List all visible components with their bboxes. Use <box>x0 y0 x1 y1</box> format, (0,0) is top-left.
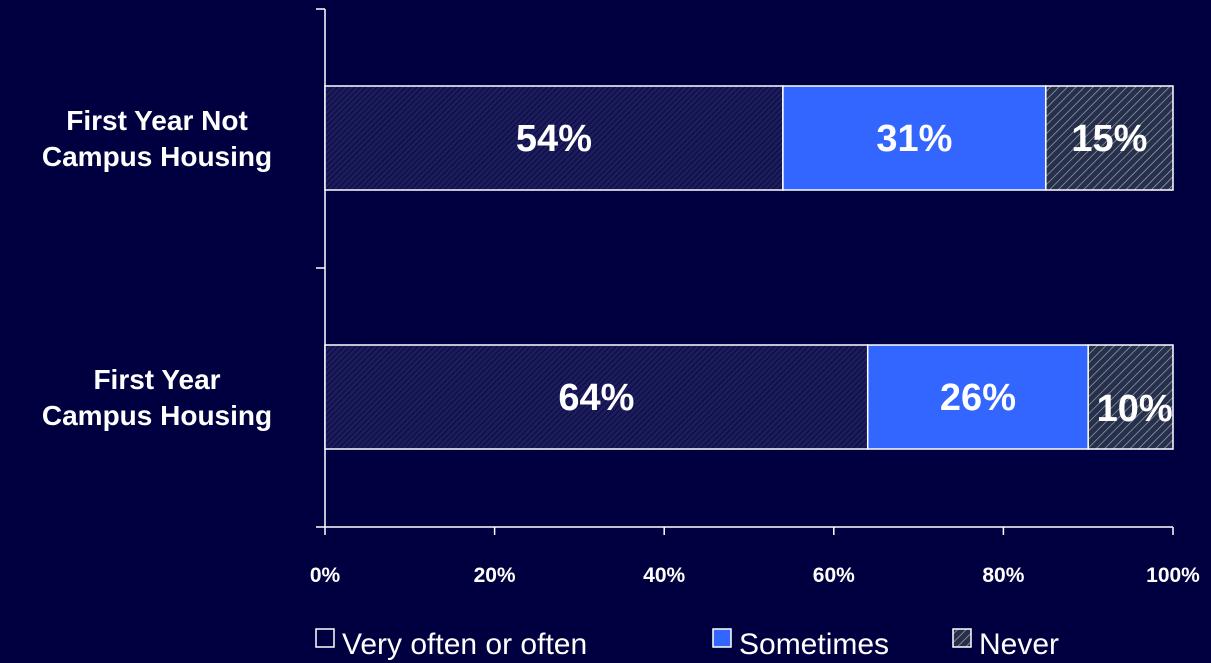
data-label: 64% <box>558 377 634 419</box>
bar-segment <box>866 344 1089 450</box>
x-tick-label: 40% <box>643 564 685 587</box>
x-tick-label: 20% <box>474 564 516 587</box>
x-tick-label: 100% <box>1146 564 1200 587</box>
legend-label: Never <box>979 628 1059 661</box>
x-axis-ticks: 0% 20% 40% 60% 80% 100% <box>310 527 1200 587</box>
axes: 0% 20% 40% 60% 80% 100% <box>310 8 1200 587</box>
category-label: First Year <box>93 364 220 395</box>
legend-item: Sometimes <box>712 628 889 661</box>
data-label: 54% <box>516 118 592 160</box>
x-tick-label: 60% <box>813 564 855 587</box>
category-label: Campus Housing <box>42 400 272 431</box>
data-label: 31% <box>876 118 952 160</box>
bar-segment <box>1045 85 1174 191</box>
data-label: 26% <box>940 377 1016 419</box>
legend-swatch <box>952 628 972 648</box>
data-labels: 54% 31% 15% 64% 26% 10% <box>516 118 1173 430</box>
category-label: Campus Housing <box>42 141 272 172</box>
data-label: 15% <box>1071 118 1147 160</box>
legend: Very often or often Sometimes Never <box>315 628 1059 661</box>
legend-swatch <box>712 628 732 648</box>
legend-item: Never <box>952 628 1059 661</box>
x-tick-label: 0% <box>310 564 341 587</box>
x-tick-label: 80% <box>982 564 1024 587</box>
legend-swatch <box>315 628 335 648</box>
y-axis-ticks <box>316 8 325 528</box>
bar-segment <box>1087 344 1174 450</box>
bars <box>324 85 1174 450</box>
data-label: 10% <box>1097 388 1173 430</box>
legend-label: Sometimes <box>739 628 889 661</box>
bar-segment <box>324 344 869 450</box>
legend-label: Very often or often <box>342 628 587 661</box>
category-label: First Year Not <box>66 105 248 136</box>
legend-item: Very often or often <box>315 628 587 661</box>
category-labels: First Year Not Campus Housing First Year Ca… <box>42 105 272 431</box>
